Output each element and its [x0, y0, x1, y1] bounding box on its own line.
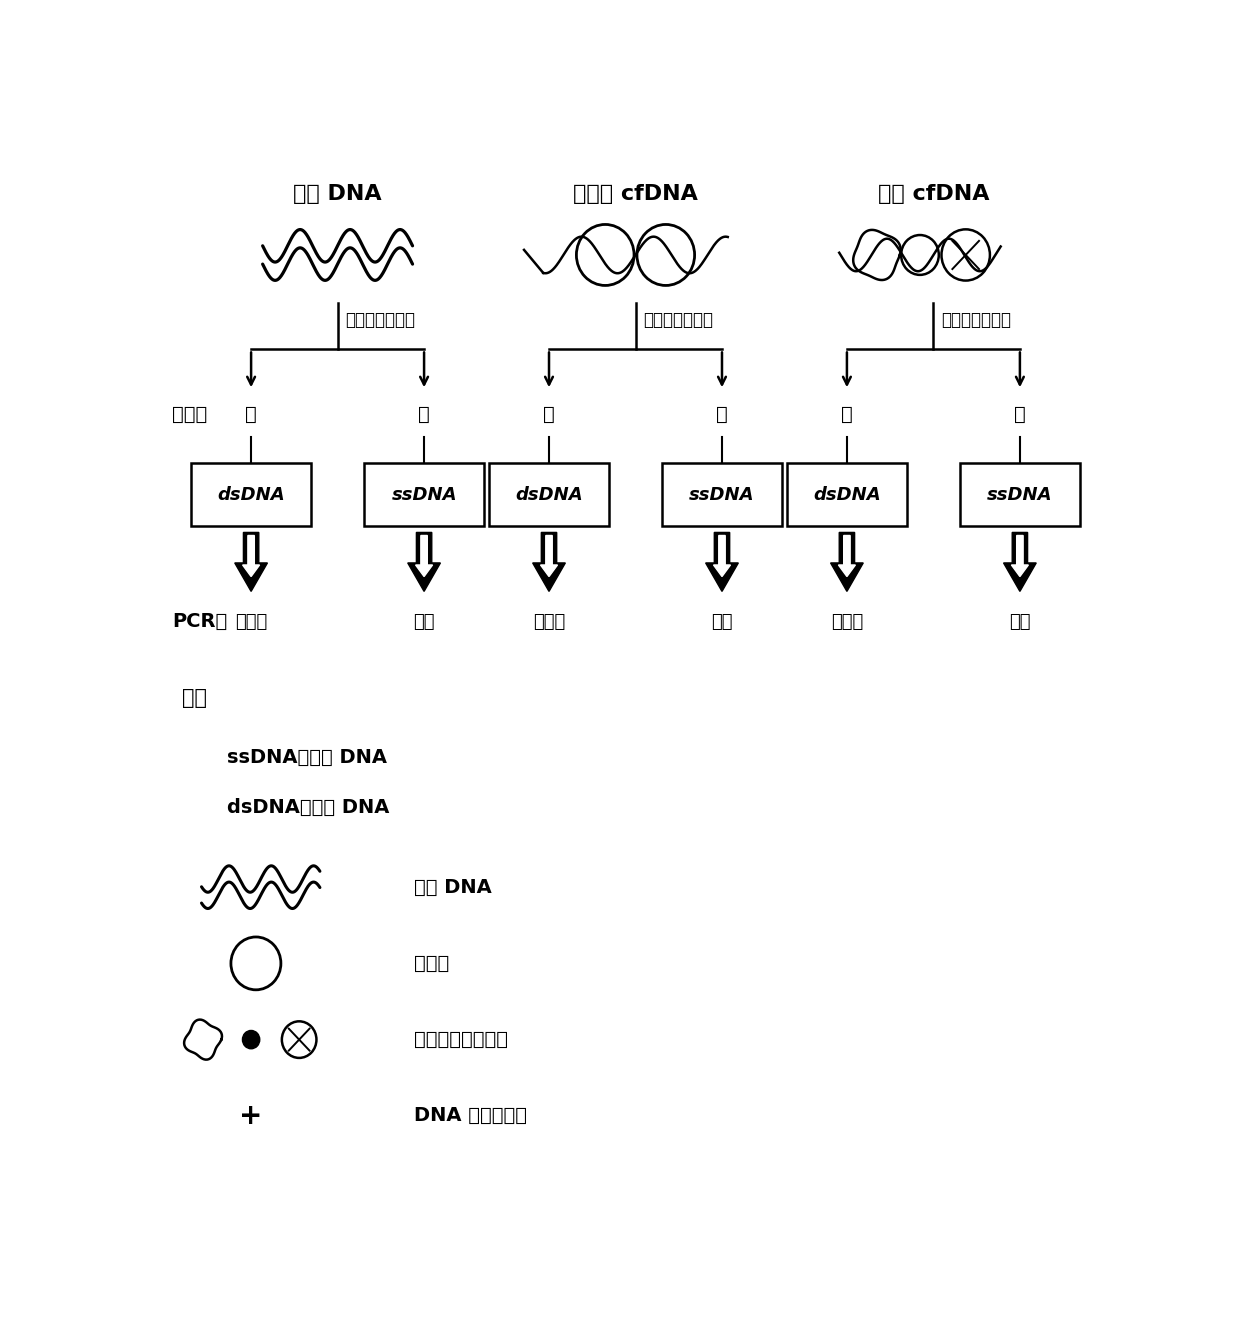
Text: 偏低的变性温度: 偏低的变性温度 [345, 312, 415, 329]
Text: 组蛋白: 组蛋白 [414, 954, 450, 973]
Text: 组蛋白的各种修饰: 组蛋白的各种修饰 [414, 1030, 508, 1049]
Text: ssDNA: ssDNA [689, 486, 755, 504]
Text: 不扩增: 不扩增 [831, 612, 863, 631]
Text: 中: 中 [543, 405, 554, 424]
Text: 正常人 cfDNA: 正常人 cfDNA [573, 183, 698, 205]
Bar [489, 463, 609, 527]
Polygon shape [415, 536, 433, 577]
Text: 多: 多 [841, 405, 853, 424]
Polygon shape [408, 532, 440, 591]
Text: 不扩增: 不扩增 [533, 612, 565, 631]
Bar [960, 463, 1080, 527]
Polygon shape [838, 536, 856, 577]
Text: 不扩增: 不扩增 [234, 612, 268, 631]
Polygon shape [1012, 536, 1028, 577]
Text: 注：: 注： [182, 688, 207, 708]
Text: DNA 甲基化修饰: DNA 甲基化修饰 [414, 1106, 527, 1126]
Text: +: + [239, 1102, 263, 1130]
Polygon shape [706, 532, 738, 591]
Text: 少: 少 [1014, 405, 1025, 424]
Text: 扩增: 扩增 [712, 612, 733, 631]
Text: 多: 多 [418, 405, 430, 424]
Text: PCR：: PCR： [172, 612, 228, 631]
Text: 比例：: 比例： [172, 405, 207, 424]
Polygon shape [1003, 532, 1037, 591]
Polygon shape [243, 536, 259, 577]
Text: 少: 少 [246, 405, 257, 424]
Polygon shape [541, 536, 558, 577]
Polygon shape [234, 532, 268, 591]
Text: ssDNA: ssDNA [987, 486, 1053, 504]
Polygon shape [831, 532, 863, 591]
Text: dsDNA：双链 DNA: dsDNA：双链 DNA [227, 799, 389, 817]
Text: 肿瘤 cfDNA: 肿瘤 cfDNA [878, 183, 990, 205]
Text: 中: 中 [717, 405, 728, 424]
Text: dsDNA: dsDNA [515, 486, 583, 504]
Text: 扩增: 扩增 [413, 612, 435, 631]
Text: ssDNA：单链 DNA: ssDNA：单链 DNA [227, 747, 387, 767]
Text: ssDNA: ssDNA [392, 486, 456, 504]
Polygon shape [713, 536, 730, 577]
Text: 扩增: 扩增 [1009, 612, 1030, 631]
Bar [191, 463, 311, 527]
Bar [365, 463, 484, 527]
Text: dsDNA: dsDNA [217, 486, 285, 504]
Bar [787, 463, 906, 527]
Text: 偏低的变性温度: 偏低的变性温度 [644, 312, 713, 329]
Text: dsDNA: dsDNA [813, 486, 880, 504]
Polygon shape [533, 532, 565, 591]
Text: 裸露 DNA: 裸露 DNA [294, 183, 382, 205]
Bar [662, 463, 782, 527]
Text: 双链 DNA: 双链 DNA [414, 878, 492, 896]
Circle shape [243, 1031, 259, 1049]
Text: 偏低的变性温度: 偏低的变性温度 [941, 312, 1011, 329]
